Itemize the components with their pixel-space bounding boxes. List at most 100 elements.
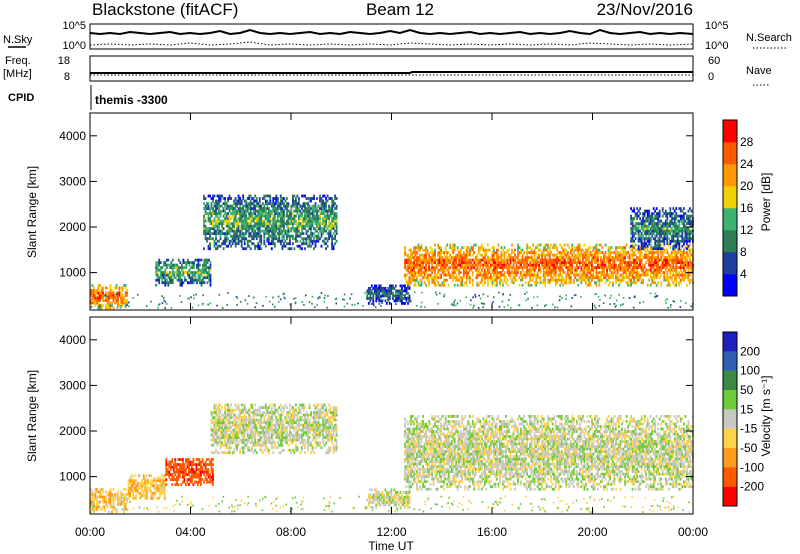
data-cell xyxy=(228,232,231,235)
data-cell xyxy=(652,237,655,241)
data-cell xyxy=(621,261,623,264)
data-cell xyxy=(160,491,163,495)
data-cell xyxy=(470,263,473,267)
data-cell xyxy=(206,276,209,280)
data-cell xyxy=(273,234,276,238)
data-cell xyxy=(480,263,483,267)
data-cell xyxy=(408,271,411,274)
data-cell xyxy=(636,222,638,225)
data-cell xyxy=(425,263,427,267)
data-cell xyxy=(586,256,589,259)
data-cell xyxy=(237,222,240,225)
data-cell xyxy=(554,261,557,264)
data-cell xyxy=(484,253,486,257)
data-cell xyxy=(574,256,577,259)
data-cell xyxy=(651,256,654,259)
data-cell xyxy=(254,232,257,235)
data-cell xyxy=(645,246,648,249)
data-cell xyxy=(127,484,130,488)
data-cell xyxy=(661,227,664,230)
speckle-cell xyxy=(157,307,159,309)
data-cell xyxy=(242,197,245,200)
data-cell xyxy=(518,283,521,287)
data-cell xyxy=(658,209,661,213)
data-cell xyxy=(615,273,617,277)
data-cell xyxy=(625,271,628,274)
data-cell xyxy=(471,266,474,269)
data-cell xyxy=(109,498,112,501)
data-cell xyxy=(103,498,106,501)
speckle-cell xyxy=(278,301,280,303)
data-cell xyxy=(105,286,107,290)
data-cell xyxy=(658,242,661,246)
data-cell xyxy=(514,278,516,282)
data-cell xyxy=(630,227,632,230)
data-cell xyxy=(622,258,625,262)
data-cell xyxy=(683,242,685,246)
data-cell xyxy=(649,219,652,223)
data-cell xyxy=(203,247,205,251)
data-cell xyxy=(484,251,486,254)
data-cell xyxy=(260,209,263,213)
data-cell xyxy=(542,278,545,282)
data-cell xyxy=(616,246,619,249)
data-cell xyxy=(547,258,550,262)
data-cell xyxy=(628,253,631,257)
speckle-cell xyxy=(481,302,484,305)
data-cell xyxy=(258,217,261,220)
data-cell xyxy=(243,227,246,230)
data-cell xyxy=(273,197,276,200)
data-cell xyxy=(630,222,632,225)
data-cell xyxy=(99,299,101,302)
data-cell xyxy=(652,256,655,259)
data-cell xyxy=(395,299,397,303)
data-cell xyxy=(231,239,234,243)
data-cell xyxy=(651,222,654,225)
data-cell xyxy=(673,222,676,225)
data-cell xyxy=(568,266,571,269)
data-cell xyxy=(548,258,551,262)
data-cell xyxy=(275,197,278,200)
data-cell xyxy=(491,251,494,254)
data-cell xyxy=(168,278,171,282)
data-cell xyxy=(279,229,282,233)
data-cell xyxy=(631,261,634,264)
data-cell xyxy=(316,239,318,243)
data-cell xyxy=(494,258,497,262)
data-cell xyxy=(548,256,551,259)
data-cell xyxy=(631,217,634,220)
data-cell xyxy=(673,244,676,248)
data-cell xyxy=(281,247,284,251)
data-cell xyxy=(155,266,158,269)
data-cell xyxy=(252,242,255,246)
data-cell xyxy=(209,283,212,287)
data-cell xyxy=(181,266,183,269)
data-cell xyxy=(455,273,458,277)
data-cell xyxy=(684,212,687,215)
data-cell xyxy=(420,281,423,285)
data-cell xyxy=(328,207,330,210)
data-cell xyxy=(167,263,170,267)
data-cell xyxy=(209,276,212,280)
data-cell xyxy=(267,202,270,205)
data-cell xyxy=(302,204,305,208)
data-cell xyxy=(408,294,411,298)
data-cell xyxy=(432,268,435,272)
speckle-cell xyxy=(456,302,459,305)
data-cell xyxy=(295,222,297,225)
data-cell xyxy=(622,273,625,277)
data-cell xyxy=(266,237,269,241)
data-cell xyxy=(293,199,296,203)
data-cell xyxy=(471,248,474,252)
data-cell xyxy=(491,281,494,285)
data-cell xyxy=(474,256,477,259)
data-cell xyxy=(255,202,258,205)
data-cell xyxy=(616,253,619,257)
data-cell xyxy=(657,263,660,267)
data-cell xyxy=(305,202,308,205)
data-cell xyxy=(609,273,611,277)
data-cell xyxy=(560,276,563,280)
data-cell xyxy=(502,273,504,277)
data-cell xyxy=(206,273,209,277)
data-cell xyxy=(575,263,578,267)
